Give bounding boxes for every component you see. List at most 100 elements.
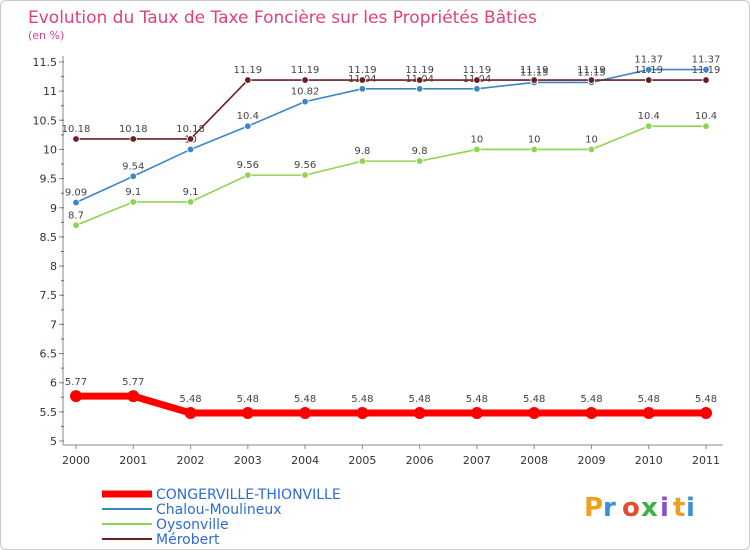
data-label: 8.7 — [68, 210, 84, 221]
data-label: 11.19 — [634, 65, 663, 76]
logo-letter: i — [686, 493, 695, 523]
x-tick-label: 2001 — [119, 454, 147, 467]
x-tick-label: 2007 — [463, 454, 491, 467]
data-point — [129, 198, 137, 206]
series-0: 5.77 5.77 5.48 5.48 5.48 5.48 5.48 5.48 5.48 5.48… — [65, 377, 717, 420]
data-label: 10.4 — [237, 111, 259, 122]
data-point — [642, 407, 655, 420]
data-point — [127, 390, 140, 403]
data-point — [645, 65, 653, 74]
data-label: 5.48 — [351, 394, 373, 405]
data-point — [473, 76, 481, 84]
y-tick-label: 8.5 — [40, 231, 58, 244]
axes: 5 5.5 6 6.5 7 7.5 8 8.5 9 9.5 10 10.5 11 11.5 2000 2001… — [33, 56, 723, 467]
data-point — [530, 76, 538, 84]
x-tick-label: 2002 — [177, 454, 205, 467]
data-point — [702, 65, 710, 74]
legend-label: Chalou-Moulineux — [156, 502, 282, 518]
data-point — [72, 221, 80, 229]
legend-label: Oysonville — [156, 517, 229, 533]
data-label: 9.1 — [183, 187, 199, 198]
series-1: 9.099.541010.410.8211.0411.0411.0411.151… — [65, 55, 720, 207]
logo-letter: o — [622, 493, 640, 523]
y-tick-label: 9 — [50, 202, 57, 215]
data-label: 11.19 — [291, 65, 320, 76]
data-label: 9.8 — [412, 146, 428, 157]
data-label: 9.8 — [354, 146, 370, 157]
y-tick-label: 6 — [50, 377, 57, 390]
y-tick-label: 11 — [43, 85, 57, 98]
data-point — [184, 407, 197, 420]
data-point — [72, 198, 80, 207]
y-tick-label: 5.5 — [40, 406, 58, 419]
data-point — [244, 171, 252, 179]
series-line — [75, 68, 706, 204]
data-point — [244, 76, 252, 84]
data-label: 5.48 — [237, 394, 259, 405]
data-label: 9.56 — [237, 160, 259, 171]
y-tick-label: 7.5 — [40, 289, 58, 302]
legend-label: CONGERVILLE-THIONVILLE — [156, 487, 341, 503]
data-point — [186, 198, 195, 206]
x-tick-label: 2006 — [406, 454, 434, 467]
data-label: 11.19 — [520, 65, 549, 76]
data-label: 10.18 — [119, 124, 148, 135]
x-tick-label: 2010 — [635, 454, 663, 467]
data-label: 10.4 — [695, 111, 717, 122]
data-point — [530, 145, 538, 154]
data-label: 5.48 — [523, 394, 545, 405]
data-point — [415, 76, 424, 84]
data-label: 10 — [585, 134, 598, 145]
data-label: 5.77 — [122, 377, 144, 388]
data-point — [358, 85, 367, 93]
series-3: 10.18 10.18 10.18 11.19 11.19 11.19 11.19 11.19… — [62, 65, 720, 143]
data-label: 11.19 — [577, 65, 606, 76]
data-point — [358, 157, 367, 165]
series-line — [75, 125, 706, 227]
data-label: 9.56 — [294, 160, 316, 171]
data-point — [587, 76, 596, 84]
data-label: 10.18 — [62, 124, 91, 135]
data-label: 11.37 — [634, 55, 663, 66]
series-2: 8.7 9.1 9.1 9.56 9.56 9.8 9.8 10 10 10 10.4 10.4 — [68, 111, 717, 229]
data-label: 5.48 — [638, 394, 660, 405]
data-label: 10 — [528, 134, 541, 145]
legend-label: Mérobert — [156, 532, 220, 548]
data-point — [244, 122, 252, 130]
data-label: 11.15 — [577, 67, 606, 78]
data-point — [415, 85, 424, 93]
data-label: 10.18 — [176, 124, 205, 135]
data-point — [301, 171, 309, 179]
y-tick-label: 9.5 — [40, 173, 58, 186]
logo-letter: r — [603, 493, 616, 523]
x-tick-label: 2003 — [234, 454, 262, 467]
data-point — [299, 407, 312, 420]
legend: CONGERVILLE-THIONVILLEChalou-MoulineuxOy… — [102, 487, 341, 548]
data-label: 5.48 — [580, 394, 602, 405]
data-label: 5.48 — [294, 394, 316, 405]
series-line — [76, 392, 706, 417]
data-point — [301, 76, 309, 84]
y-tick-label: 10.5 — [33, 114, 58, 127]
data-point — [587, 145, 596, 154]
y-tick-label: 7 — [50, 318, 57, 331]
data-label: 11.19 — [405, 65, 434, 76]
y-tick-label: 8 — [50, 260, 57, 273]
data-point — [186, 135, 195, 143]
data-point — [129, 172, 137, 180]
logo-letter: x — [641, 493, 658, 523]
data-label: 10.4 — [638, 111, 660, 122]
data-label: 10 — [471, 134, 484, 145]
data-point — [645, 122, 653, 130]
data-point — [473, 145, 481, 154]
data-label: 11.19 — [233, 65, 262, 76]
data-label: 5.48 — [695, 394, 717, 405]
data-point — [702, 76, 710, 84]
data-point — [241, 407, 254, 420]
data-label: 9.09 — [65, 188, 87, 199]
data-label: 9.54 — [122, 161, 144, 172]
data-point — [700, 407, 712, 420]
